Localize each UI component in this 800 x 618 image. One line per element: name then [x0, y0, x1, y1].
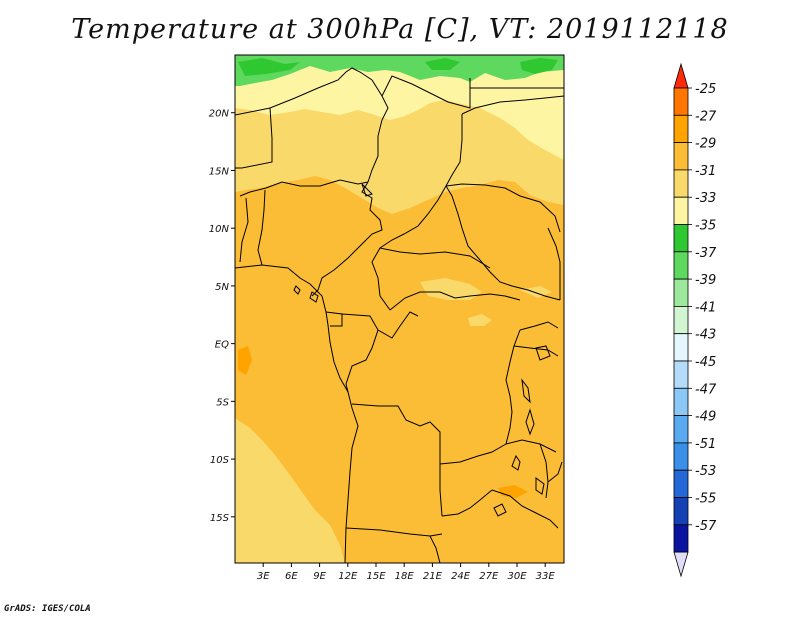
colorbar-label: -47	[695, 382, 717, 397]
colorbar-swatch	[673, 114, 689, 144]
field-band-sahara	[235, 55, 564, 160]
colorbar-swatch	[673, 278, 689, 307]
x-tick-label: 15E	[366, 571, 386, 582]
colorbar-arrow-bottom	[673, 551, 689, 578]
colorbar-label: -31	[695, 164, 716, 179]
colorbar-label: -35	[695, 219, 716, 234]
colorbar-label: -41	[695, 300, 716, 315]
x-tick-label: 33E	[536, 571, 556, 582]
colorbar-swatch	[673, 224, 689, 253]
y-tick-label: EQ	[215, 340, 229, 351]
colorbar-swatch	[673, 415, 689, 444]
x-tick-label: 24E	[451, 571, 471, 582]
country-borders	[235, 67, 564, 563]
colorbar-swatch	[673, 333, 689, 362]
y-tick-label: 5N	[215, 282, 229, 293]
colorbar-swatch	[673, 196, 689, 225]
field-patch-congo-1	[420, 278, 482, 300]
field-patch-green-ne	[520, 58, 558, 74]
x-tick-label: 12E	[338, 571, 358, 582]
colorbar-arrow-top	[673, 62, 689, 89]
colorbar-label: -57	[695, 519, 717, 534]
field-patch-warm-west	[238, 346, 252, 375]
colorbar-label: -43	[695, 328, 716, 343]
chart-title: Temperature at 300hPa [C], VT: 201911211…	[71, 14, 729, 45]
colorbar-label: -51	[695, 437, 716, 452]
colorbar-label: -37	[695, 246, 717, 261]
field-band-sw-coast	[235, 418, 345, 563]
x-tick-label: 21E	[423, 571, 443, 582]
x-tick-label: 9E	[313, 571, 326, 582]
y-tick-label: 10S	[210, 455, 230, 466]
colorbar-swatch	[673, 442, 689, 471]
colorbar-swatch	[673, 305, 689, 335]
x-tick-label: 18E	[395, 571, 415, 582]
field-patch-green-mid	[425, 58, 460, 70]
colorbar-label: -27	[695, 109, 717, 124]
colorbar-label: -33	[695, 191, 716, 206]
colorbar-swatch	[673, 524, 689, 553]
plot-frame	[234, 54, 565, 564]
colorbar-label: -45	[695, 355, 716, 370]
x-tick-label: 27E	[479, 571, 499, 582]
colorbar-label: -53	[695, 464, 716, 479]
colorbar-label: -49	[695, 410, 716, 425]
colorbar-swatch	[673, 87, 689, 116]
field-patch-congo-3	[520, 286, 552, 298]
x-axis: 3E 6E 9E 12E 15E 18E 21E 24E 27E 30E 33E	[257, 563, 556, 582]
y-tick-label: 20N	[209, 109, 230, 120]
x-tick-label: 3E	[257, 571, 270, 582]
colorbar-swatch	[673, 497, 689, 526]
y-tick-label: 5S	[216, 397, 229, 408]
colorbar-label: -25	[695, 82, 716, 97]
map-plot-area	[235, 55, 564, 563]
y-tick-label: 10N	[209, 224, 230, 235]
x-tick-label: 30E	[507, 571, 527, 582]
field-band-north-green	[235, 55, 564, 86]
colorbar-swatch	[673, 469, 689, 498]
colorbar-label: -29	[695, 137, 716, 152]
colorbar: -25 -27 -29 -31 -33 -35 -37 -39 -41 -43 -45 -47 -49 -…	[673, 62, 717, 578]
field-patch-congo-2	[468, 314, 492, 326]
colorbar-swatch	[673, 169, 689, 198]
colorbar-swatch	[673, 360, 689, 389]
colorbar-label: -55	[695, 492, 716, 507]
colorbar-swatch	[673, 251, 689, 280]
y-axis: 20N 15N 10N 5N EQ 5S 10S 15S	[209, 109, 235, 524]
colorbar-label: -39	[695, 273, 716, 288]
colorbar-swatch	[673, 142, 689, 171]
y-tick-label: 15S	[210, 513, 230, 524]
grads-credit: GrADS: IGES/COLA	[4, 604, 91, 614]
field-patch-green-nw	[238, 58, 300, 76]
y-tick-label: 15N	[209, 166, 230, 177]
colorbar-swatch	[673, 387, 689, 416]
x-tick-label: 6E	[285, 571, 298, 582]
